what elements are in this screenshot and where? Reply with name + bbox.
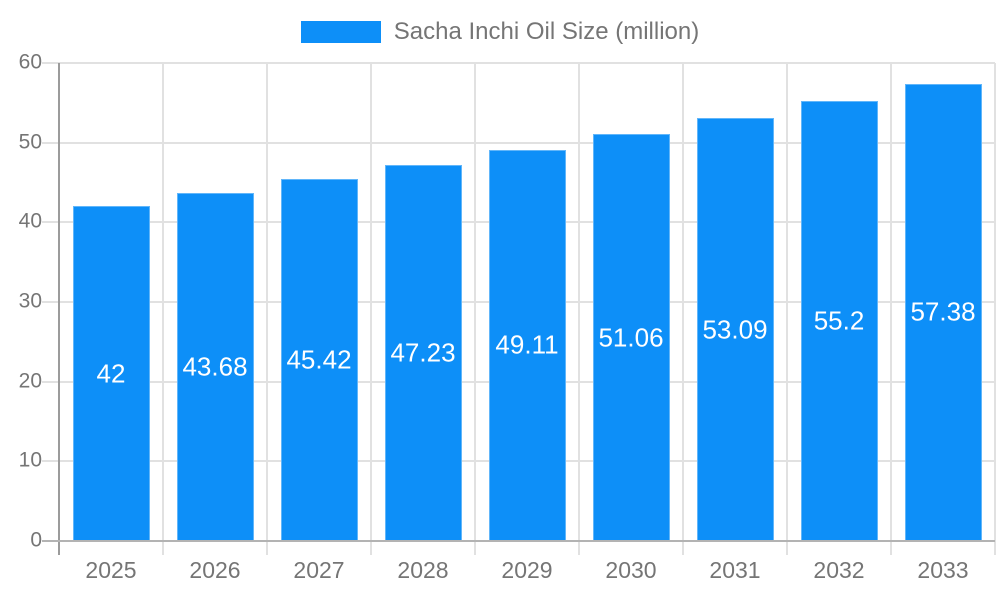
v-gridline <box>682 63 684 555</box>
legend-item[interactable]: Sacha Inchi Oil Size (million) <box>0 18 1000 46</box>
plot-area: 0 10 20 30 40 50 60 42 2025 43.68 2026 45.42 2027 47.… <box>19 51 996 583</box>
legend-swatch-icon <box>300 21 381 43</box>
y-tick-label: 40 <box>18 209 42 233</box>
x-tick-label: 2028 <box>397 557 449 583</box>
bar[interactable] <box>176 193 254 541</box>
v-gridline <box>370 63 372 555</box>
x-tick-label: 2030 <box>605 557 657 583</box>
legend-label: Sacha Inchi Oil Size (million) <box>393 18 700 45</box>
x-tick-label: 2033 <box>917 557 969 583</box>
bar[interactable] <box>696 118 774 541</box>
v-gridline <box>162 63 164 555</box>
bar[interactable] <box>592 134 670 541</box>
bar-value-label: 45.42 <box>286 344 352 375</box>
v-gridline <box>578 63 580 555</box>
v-gridline <box>474 63 476 555</box>
x-tick-label: 2026 <box>189 557 241 583</box>
h-gridline <box>42 141 995 144</box>
bar[interactable] <box>384 164 462 541</box>
bar-value-label: 42 <box>96 358 126 389</box>
y-tick-label: 30 <box>18 289 42 313</box>
y-tick-label: 20 <box>18 369 42 393</box>
y-axis-line <box>58 63 60 555</box>
bar[interactable] <box>72 206 150 541</box>
bar[interactable] <box>800 101 878 541</box>
bar-value-label: 51.06 <box>598 322 664 353</box>
v-gridline <box>266 63 268 555</box>
h-gridline <box>42 62 995 64</box>
bar[interactable] <box>280 179 358 541</box>
y-tick-label: 10 <box>18 448 42 472</box>
bar-value-label: 57.38 <box>910 296 976 327</box>
x-tick-label: 2029 <box>501 557 553 583</box>
y-tick-label: 50 <box>18 130 42 154</box>
bar[interactable] <box>904 83 982 541</box>
bar-value-label: 49.11 <box>495 329 559 360</box>
x-axis-line <box>42 540 995 542</box>
x-tick-label: 2025 <box>85 557 137 583</box>
bar-value-label: 43.68 <box>182 351 248 382</box>
bar-value-label: 55.2 <box>813 305 865 336</box>
x-tick-label: 2031 <box>709 557 761 583</box>
y-tick-label: 60 <box>18 50 42 74</box>
v-gridline <box>994 63 996 555</box>
v-gridline <box>890 63 892 555</box>
bar-value-label: 53.09 <box>702 314 768 345</box>
bar-value-label: 47.23 <box>390 337 456 368</box>
y-tick-label: 0 <box>30 528 42 552</box>
x-tick-label: 2027 <box>293 557 345 583</box>
v-gridline <box>786 63 788 555</box>
x-tick-label: 2032 <box>813 557 865 583</box>
